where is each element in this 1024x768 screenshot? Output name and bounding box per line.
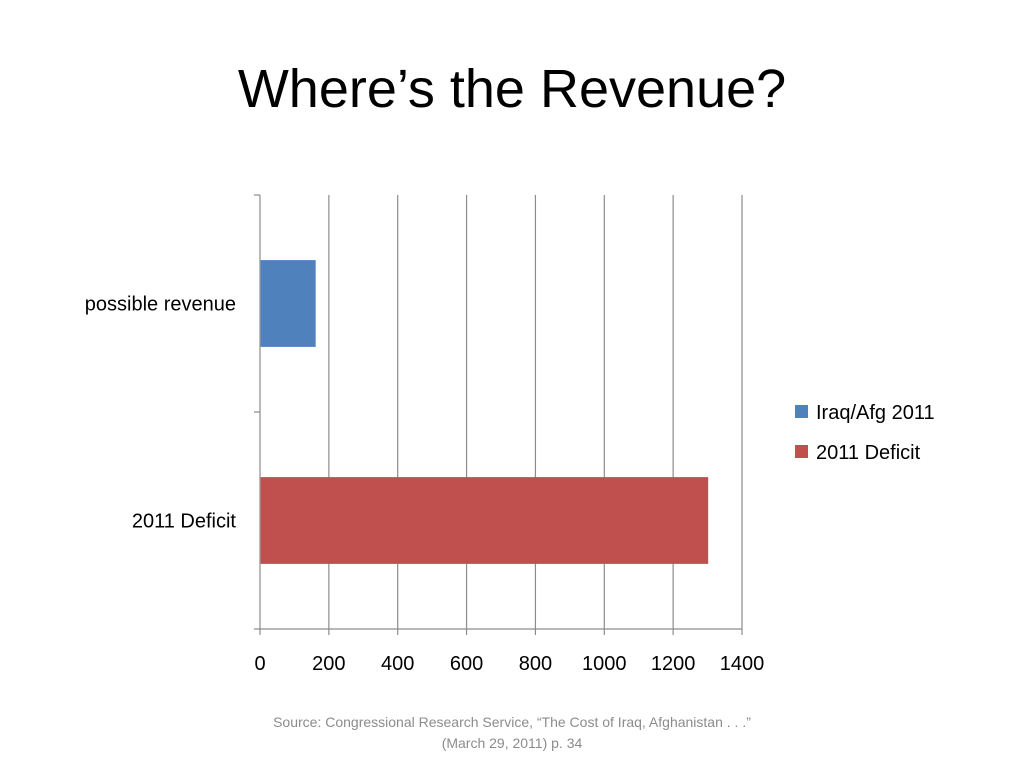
bars — [260, 260, 709, 564]
x-tick-label: 1400 — [720, 653, 765, 675]
category-labels: possible revenue 2011 Deficit — [85, 294, 237, 533]
x-tick-label: 400 — [381, 653, 414, 675]
bar — [260, 260, 316, 347]
category-label: possible revenue — [85, 294, 236, 316]
x-tick-label: 0 — [254, 653, 265, 675]
legend-swatch — [795, 445, 808, 458]
x-tick-label: 600 — [450, 653, 483, 675]
bar — [260, 477, 709, 564]
category-label: 2011 Deficit — [132, 511, 237, 533]
slide-title: Where’s the Revenue? — [237, 59, 787, 119]
legend-label: Iraq/Afg 2011 — [816, 402, 935, 424]
axes — [254, 194, 743, 635]
x-tick-label: 1200 — [651, 653, 696, 675]
x-tick-label: 800 — [519, 653, 552, 675]
x-tick-label: 1000 — [582, 653, 627, 675]
bar-chart: possible revenue 2011 Deficit 0 200 400 600 8… — [85, 194, 935, 675]
source-note: Source: Congressional Research Service, … — [0, 712, 1024, 754]
legend-label: 2011 Deficit — [816, 442, 921, 464]
source-line-1: Source: Congressional Research Service, … — [273, 714, 751, 730]
x-tick-labels: 0 200 400 600 800 1000 1200 1400 — [254, 653, 764, 675]
source-line-2: (March 29, 2011) p. 34 — [441, 735, 583, 751]
x-tick-label: 200 — [312, 653, 345, 675]
legend: Iraq/Afg 2011 2011 Deficit — [795, 402, 935, 464]
legend-swatch — [795, 405, 808, 418]
